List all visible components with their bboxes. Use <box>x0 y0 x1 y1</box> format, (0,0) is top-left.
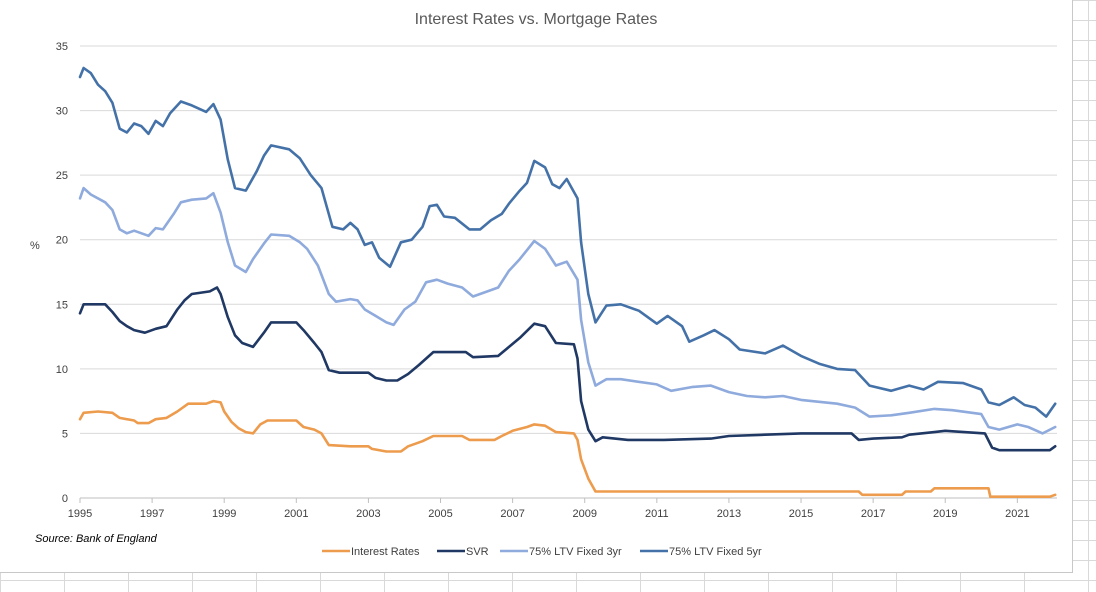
x-tick-label: 1999 <box>212 508 236 520</box>
legend-label: 75% LTV Fixed 5yr <box>669 546 762 558</box>
plot-area <box>78 66 1057 499</box>
y-axis-label: % <box>30 240 40 252</box>
y-tick-label: 25 <box>56 170 68 182</box>
x-tick-label: 2013 <box>717 508 741 520</box>
series-line-2[interactable] <box>78 186 1057 435</box>
y-tick-label: 15 <box>56 299 68 311</box>
legend-label: 75% LTV Fixed 3yr <box>529 546 622 558</box>
x-tick-label: 2021 <box>1005 508 1029 520</box>
x-tick-label: 2011 <box>645 508 669 520</box>
source-note: Source: Bank of England <box>35 533 158 545</box>
x-tick-label: 1995 <box>68 508 92 520</box>
series-line-0[interactable] <box>78 399 1057 499</box>
series-line-1[interactable] <box>78 286 1057 452</box>
y-tick-label: 0 <box>62 493 68 505</box>
series-line-3[interactable] <box>78 66 1057 418</box>
x-tick-label: 2005 <box>428 508 452 520</box>
x-tick-label: 2017 <box>861 508 885 520</box>
legend[interactable]: Interest Rates SVR 75% LTV Fixed 3yr 75% LT… <box>322 546 762 558</box>
chart-title: Interest Rates vs. Mortgage Rates <box>415 11 658 28</box>
x-tick-label: 2015 <box>789 508 813 520</box>
chart-area[interactable]: Interest Rates vs. Mortgage Rates % 0 5 10… <box>0 0 1073 573</box>
y-tick-label: 20 <box>56 235 68 247</box>
x-tick-label: 2003 <box>356 508 380 520</box>
legend-label: SVR <box>466 546 489 558</box>
y-tick-label: 35 <box>56 41 68 53</box>
x-tick-label: 1997 <box>140 508 164 520</box>
x-tick-label: 2009 <box>572 508 596 520</box>
x-tick-label: 2019 <box>933 508 957 520</box>
y-axis-ticks: 0 5 10 15 20 25 30 35 <box>56 41 68 505</box>
y-tick-label: 10 <box>56 364 68 376</box>
legend-label: Interest Rates <box>351 546 420 558</box>
chart-svg: Interest Rates vs. Mortgage Rates % 0 5 10… <box>30 11 1057 558</box>
x-axis-ticks: 1995 1997 1999 2001 2003 2005 2007 2009 2011 2013… <box>68 498 1030 520</box>
gridlines <box>80 45 1057 499</box>
x-tick-label: 2001 <box>284 508 308 520</box>
y-tick-label: 30 <box>56 106 68 118</box>
x-tick-label: 2007 <box>500 508 524 520</box>
y-tick-label: 5 <box>62 428 68 440</box>
